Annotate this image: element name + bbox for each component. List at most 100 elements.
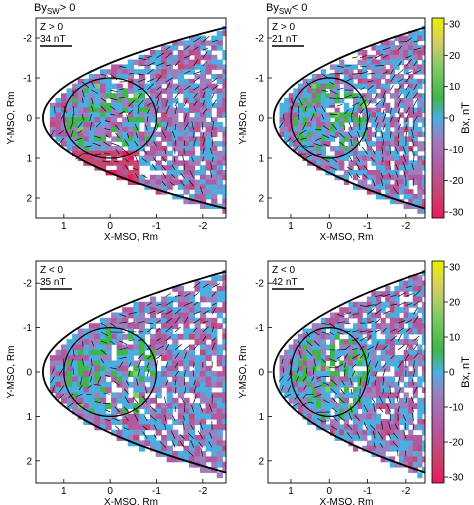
field-cell <box>127 102 134 109</box>
field-cell <box>205 344 212 351</box>
field-cell <box>376 435 382 441</box>
field-cell <box>188 194 196 200</box>
field-cell <box>371 328 377 335</box>
field-cell <box>200 170 207 176</box>
field-cell <box>307 413 313 420</box>
field-cell <box>49 117 57 123</box>
field-cell <box>421 376 425 383</box>
vector-arrow <box>156 75 162 83</box>
field-cell <box>389 189 395 195</box>
field-cell <box>200 424 207 431</box>
field-cell <box>343 317 349 324</box>
vector-arrow <box>313 393 322 398</box>
field-cell <box>394 392 400 399</box>
field-cell <box>211 35 218 41</box>
vector-arrow <box>352 353 361 360</box>
field-cell <box>408 83 414 89</box>
vector-arrow <box>193 292 200 297</box>
field-cell <box>403 50 409 56</box>
field-cell <box>357 376 363 383</box>
field-cell <box>155 131 162 137</box>
field-cell <box>412 349 418 356</box>
field-cell <box>161 424 168 431</box>
field-cell <box>172 131 179 137</box>
vector-arrow <box>102 160 111 163</box>
field-cell <box>200 296 207 303</box>
field-cell <box>183 165 190 171</box>
vector-arrow <box>405 397 408 404</box>
field-cell <box>399 78 405 85</box>
field-cell <box>133 69 140 75</box>
field-cell <box>172 296 179 303</box>
field-cell <box>412 136 418 142</box>
field-cell <box>412 194 418 200</box>
vector-arrow <box>85 145 92 148</box>
field-cell <box>144 376 151 383</box>
vector-arrow <box>147 78 155 83</box>
x-tick-label: -1 <box>152 221 161 232</box>
field-cell <box>394 435 400 441</box>
field-cell <box>380 155 386 161</box>
field-cell <box>362 435 368 441</box>
field-cell <box>216 392 223 399</box>
field-cell <box>155 429 162 436</box>
vector-arrow <box>413 98 419 107</box>
field-cell <box>133 339 140 345</box>
field-cell <box>343 371 349 377</box>
field-cell <box>421 93 425 99</box>
field-cell <box>100 126 107 133</box>
field-cell <box>72 146 79 152</box>
field-cell <box>133 349 140 356</box>
field-cell <box>366 381 372 388</box>
field-cell <box>116 170 123 176</box>
field-cell <box>330 317 336 324</box>
field-cell <box>330 64 336 70</box>
field-cell <box>394 291 400 298</box>
field-cell <box>200 131 207 137</box>
field-cell <box>343 365 349 372</box>
region-label: Z < 0 <box>272 265 296 276</box>
vector-arrow <box>119 313 127 317</box>
field-cell <box>138 387 146 393</box>
field-cell <box>127 170 134 176</box>
vector-arrow <box>156 98 160 107</box>
vector-arrow <box>174 326 181 333</box>
field-cell <box>216 285 223 292</box>
field-cell <box>150 59 157 65</box>
field-cell <box>133 83 140 89</box>
x-tick-label: -2 <box>198 221 207 232</box>
field-cell <box>83 78 90 85</box>
field-cell <box>211 445 218 452</box>
field-cell <box>127 371 134 377</box>
field-cell <box>293 131 299 137</box>
x-tick-label: -2 <box>401 486 410 497</box>
vector-arrow <box>110 367 117 370</box>
vector-arrow <box>179 441 185 448</box>
vector-arrow <box>411 396 414 404</box>
field-cell <box>127 155 134 161</box>
field-cell <box>348 88 354 94</box>
field-cell <box>408 112 414 118</box>
field-cell <box>61 98 68 104</box>
planet-circle <box>63 327 158 418</box>
field-cell <box>166 74 173 80</box>
field-cell <box>284 392 290 399</box>
field-cell <box>222 203 226 209</box>
field-cell <box>138 98 146 104</box>
field-cell <box>116 107 123 113</box>
field-cell <box>343 344 349 351</box>
field-cell <box>408 136 414 142</box>
field-cell <box>412 59 418 65</box>
field-cell <box>320 317 326 324</box>
field-cell <box>161 98 168 104</box>
vector-arrow <box>211 131 213 139</box>
field-cell <box>403 64 409 70</box>
vector-arrow <box>132 167 139 171</box>
field-cell <box>155 74 162 80</box>
field-cell <box>353 403 359 409</box>
field-cell <box>421 69 425 75</box>
field-cell <box>211 429 218 436</box>
vector-arrow <box>211 283 221 288</box>
field-cell <box>316 155 322 161</box>
field-cell <box>100 78 107 85</box>
